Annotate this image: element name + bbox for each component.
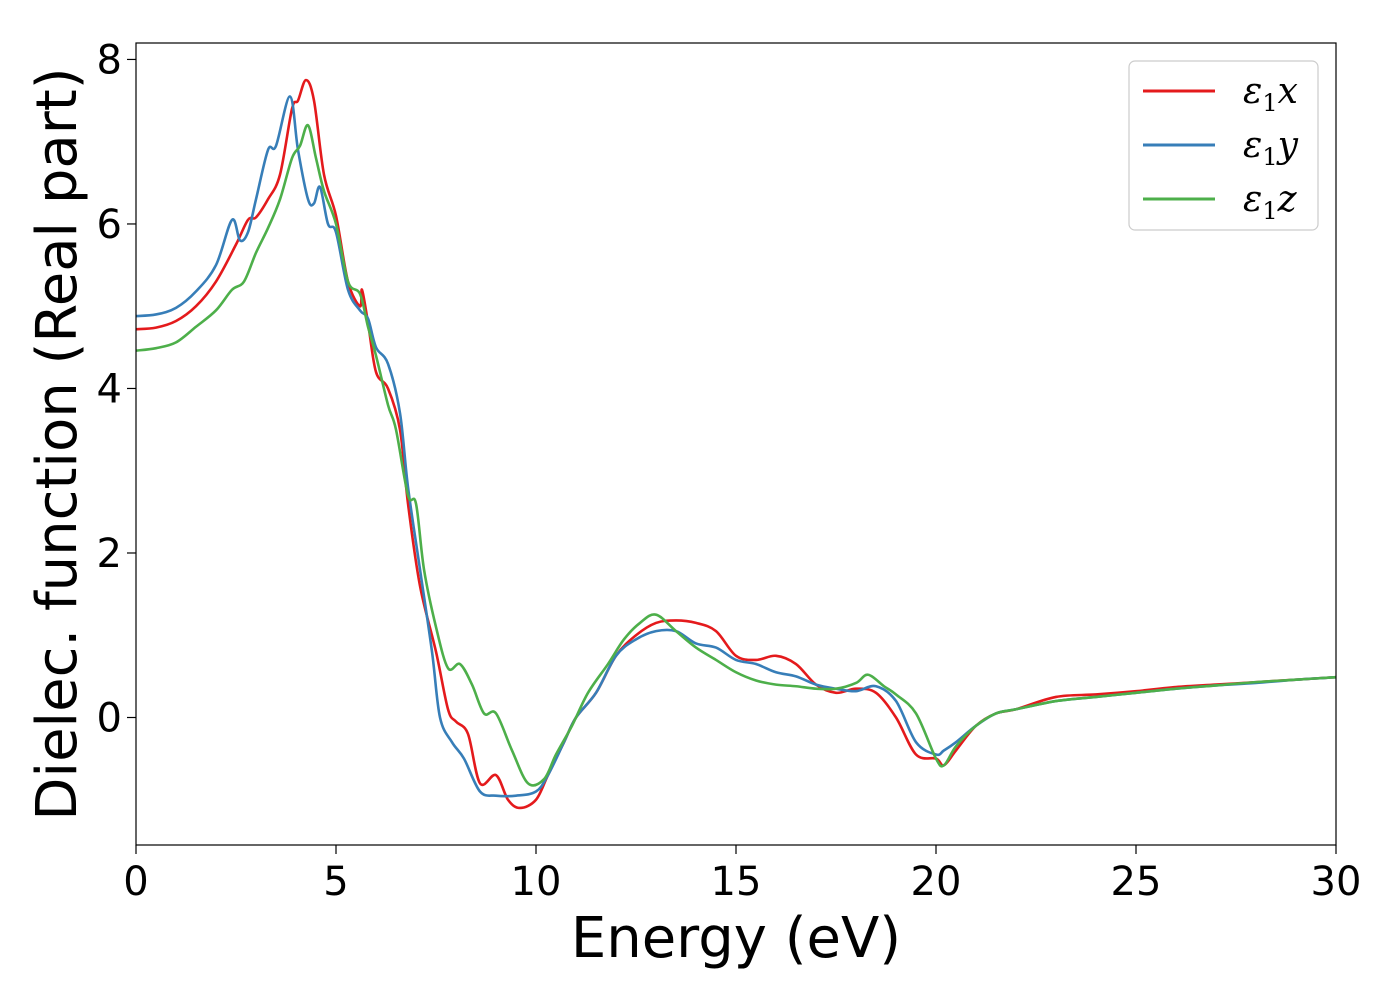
x-tick-label: 15 <box>711 859 762 905</box>
y-axis-title: Dielec. function (Real part) <box>25 67 90 820</box>
y-tick-label: 8 <box>97 37 122 83</box>
plot-lines <box>136 78 1336 810</box>
y-tick-label: 6 <box>97 202 122 248</box>
legend-label-z: ε1z <box>1243 179 1298 225</box>
y-axis-ticks: 0 2 4 6 8 <box>97 37 136 742</box>
x-tick-label: 30 <box>1311 859 1362 905</box>
series-line-y <box>136 95 1336 798</box>
series-line-z <box>136 123 1336 787</box>
legend-box <box>1128 60 1319 231</box>
x-axis-title: Energy (eV) <box>571 906 901 971</box>
x-axis-ticks: 0 5 10 15 20 25 30 <box>123 845 1361 905</box>
x-tick-label: 25 <box>1111 859 1162 905</box>
legend-label-x: ε1x <box>1243 71 1298 117</box>
y-tick-label: 4 <box>97 366 122 412</box>
x-tick-label: 20 <box>911 859 962 905</box>
series-line-x <box>136 78 1336 810</box>
x-tick-label: 5 <box>323 859 348 905</box>
legend-label-y: ε1y <box>1243 125 1299 171</box>
legend: ε1x ε1y ε1z <box>1128 60 1319 231</box>
x-tick-label: 10 <box>511 859 562 905</box>
y-tick-label: 2 <box>97 531 122 577</box>
y-tick-label: 0 <box>97 696 122 742</box>
x-tick-label: 0 <box>123 859 148 905</box>
